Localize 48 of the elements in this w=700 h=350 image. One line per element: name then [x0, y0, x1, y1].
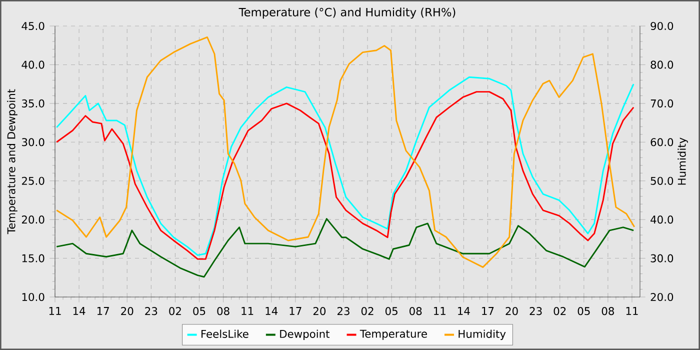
legend-label: Dewpoint: [280, 330, 330, 340]
x-tick-label: 14: [73, 307, 86, 315]
y-tick-label: 15.0: [22, 254, 44, 262]
x-tick-label: 23: [530, 307, 542, 316]
x-tick-label: 02: [554, 307, 566, 316]
x-tick-label: 11: [242, 307, 254, 315]
y-tick-label: 35.0: [22, 99, 44, 108]
x-tick-label: 17: [97, 307, 109, 315]
y2-axis-title: Humidity: [678, 138, 688, 185]
chart-title: Temperature (°C) and Humidity (RH%): [238, 8, 456, 19]
y2-tick-label: 40.0: [650, 216, 674, 224]
y-tick-label: 20.0: [22, 216, 44, 224]
x-tick-label: 14: [458, 307, 470, 315]
y-tick-label: 40.0: [22, 60, 44, 69]
x-tick-label: 11: [434, 307, 446, 315]
y-tick-label: 30.0: [22, 138, 44, 146]
y2-tick-label: 70.0: [650, 99, 674, 108]
y-axis-title: Temperature and Dewpoint: [7, 89, 18, 234]
legend-label: Temperature: [360, 330, 427, 340]
y2-tick-label: 30.0: [650, 254, 674, 262]
x-tick-label: 05: [578, 307, 590, 316]
x-tick-label: 23: [145, 307, 158, 316]
x-tick-label: 11: [626, 307, 638, 315]
x-tick-label: 20: [121, 307, 134, 316]
x-tick-label: 05: [193, 307, 206, 316]
legend-label: FeelsLike: [202, 330, 248, 338]
y-tick-label: 10.0: [22, 292, 44, 302]
x-tick-label: 17: [482, 307, 494, 315]
y2-tick-label: 50.0: [650, 176, 674, 185]
x-tick-label: 02: [361, 307, 374, 316]
legend-label: Humidity: [458, 330, 506, 340]
y2-tick-label: 60.0: [650, 138, 674, 146]
x-tick-label: 02: [169, 307, 181, 316]
x-tick-label: 08: [602, 307, 614, 316]
x-tick-label: 14: [266, 307, 278, 315]
y-tick-label: 45.0: [22, 22, 44, 30]
y2-tick-label: 80.0: [650, 60, 674, 69]
x-tick-label: 11: [49, 307, 61, 315]
x-tick-label: 20: [313, 307, 326, 316]
x-tick-label: 05: [385, 307, 398, 316]
x-tick-label: 08: [217, 307, 230, 316]
y-tick-label: 25.0: [22, 176, 44, 185]
x-tick-label: 23: [337, 307, 350, 316]
y2-tick-label: 90.0: [650, 22, 674, 30]
x-tick-label: 17: [290, 307, 302, 315]
x-tick-label: 20: [506, 307, 518, 316]
y2-tick-label: 20.0: [650, 292, 674, 302]
x-tick-label: 08: [410, 307, 422, 316]
